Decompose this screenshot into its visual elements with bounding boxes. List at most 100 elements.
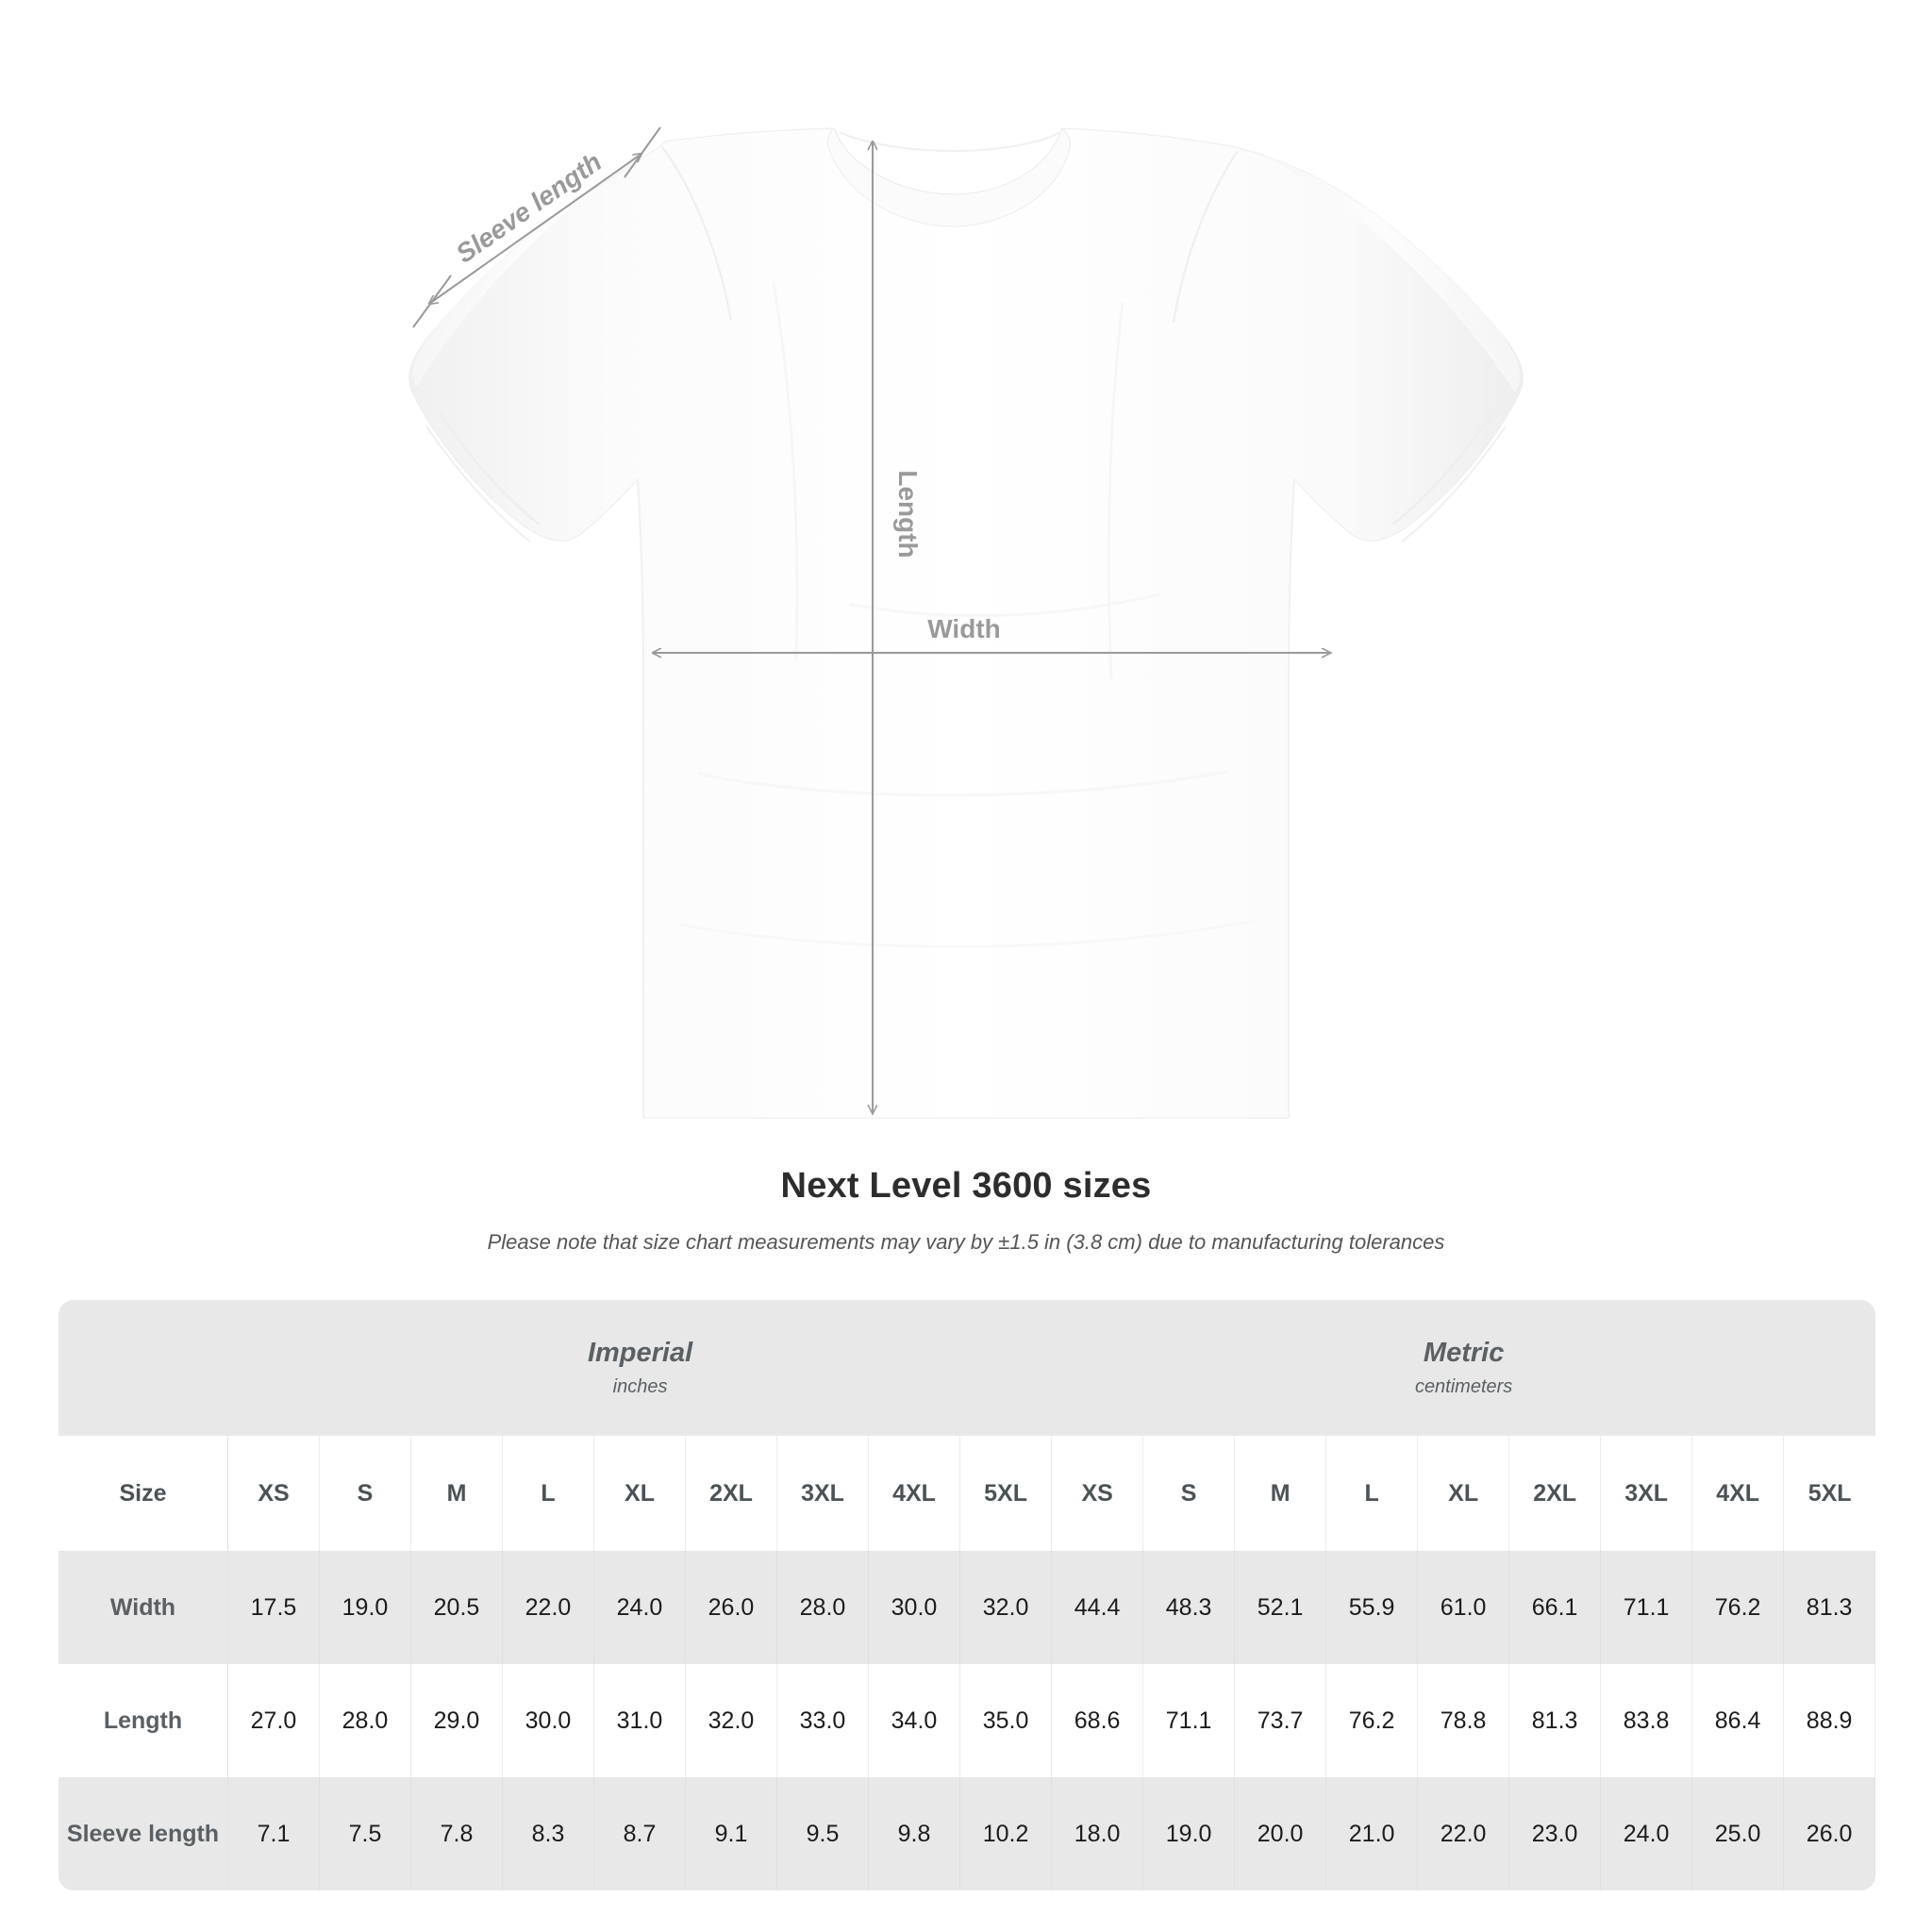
table-row: Length 27.0 28.0 29.0 30.0 31.0 32.0 33.0 34.0 35… <box>58 1664 1876 1777</box>
measurement-cell: 76.2 <box>1326 1664 1419 1777</box>
measurement-cell: 20.5 <box>411 1551 503 1664</box>
size-header-cell: XS <box>1052 1436 1144 1551</box>
size-header-cell: S <box>1143 1436 1236 1551</box>
size-header-cell: M <box>1235 1436 1327 1551</box>
measurement-cell: 71.1 <box>1601 1551 1693 1664</box>
tshirt-measurement-diagram: Sleeve length Length Width <box>408 126 1524 1119</box>
unit-subname: inches <box>612 1376 668 1398</box>
size-header-cell: 5XL <box>1784 1436 1876 1551</box>
measurement-cell: 88.9 <box>1784 1664 1876 1777</box>
measurement-cell: 66.1 <box>1509 1551 1602 1664</box>
measurement-cell: 24.0 <box>594 1551 686 1664</box>
measurement-cell: 33.0 <box>777 1664 869 1777</box>
measurement-cell: 76.2 <box>1692 1551 1785 1664</box>
measurement-cell: 24.0 <box>1601 1777 1693 1890</box>
measurement-cell: 27.0 <box>228 1664 320 1777</box>
measurement-cell: 31.0 <box>594 1664 686 1777</box>
measurement-cell: 7.8 <box>411 1777 503 1890</box>
unit-name: Imperial <box>587 1337 693 1368</box>
measurement-cell: 32.0 <box>960 1551 1053 1664</box>
size-header-cell: 4XL <box>869 1436 960 1551</box>
measurement-cell: 48.3 <box>1143 1551 1236 1664</box>
page-title: Next Level 3600 sizes <box>780 1166 1152 1206</box>
measurement-cell: 9.8 <box>869 1777 960 1890</box>
measurement-cell: 18.0 <box>1052 1777 1144 1890</box>
size-header-cell: 3XL <box>1601 1436 1693 1551</box>
size-header-cell: L <box>503 1436 594 1551</box>
measurement-cell: 9.5 <box>777 1777 869 1890</box>
size-header-cell: 5XL <box>960 1436 1053 1551</box>
measurement-cell: 44.4 <box>1052 1551 1144 1664</box>
measurement-cell: 73.7 <box>1235 1664 1327 1777</box>
length-label: Length <box>893 470 923 558</box>
measurement-cell: 7.5 <box>320 1777 411 1890</box>
size-header-cell: XL <box>594 1436 686 1551</box>
measurement-cell: 55.9 <box>1326 1551 1419 1664</box>
measurement-cell: 81.3 <box>1784 1551 1876 1664</box>
measurement-cell: 25.0 <box>1692 1777 1785 1890</box>
measurement-cell: 35.0 <box>960 1664 1053 1777</box>
unit-header-imperial: Imperial inches <box>228 1300 1053 1436</box>
measurement-cell: 29.0 <box>411 1664 503 1777</box>
unit-header-metric: Metric centimeters <box>1052 1300 1876 1436</box>
measurement-cell: 26.0 <box>1784 1777 1876 1890</box>
chart-header: Next Level 3600 sizes Please note that s… <box>0 1165 1932 1256</box>
measurement-cell: 71.1 <box>1143 1664 1236 1777</box>
table-row: Width 17.5 19.0 20.5 22.0 24.0 26.0 28.0 30.0 32.… <box>58 1551 1876 1664</box>
unit-row-corner-spacer <box>58 1300 228 1436</box>
measurement-cell: 61.0 <box>1418 1551 1510 1664</box>
measurement-cell: 10.2 <box>960 1777 1053 1890</box>
length-dimension: Length <box>873 142 923 1113</box>
measurement-cell: 20.0 <box>1235 1777 1327 1890</box>
measurement-cell: 34.0 <box>869 1664 960 1777</box>
tshirt-illustration: Sleeve length Length Width <box>408 126 1524 1119</box>
measurement-cell: 68.6 <box>1052 1664 1144 1777</box>
size-header-cell: S <box>320 1436 411 1551</box>
unit-header-row: Imperial inches Metric centimeters <box>58 1300 1876 1436</box>
size-header-cell: 2XL <box>1509 1436 1602 1551</box>
size-header-cell: M <box>411 1436 503 1551</box>
measurement-cell: 7.1 <box>228 1777 320 1890</box>
size-header-cell: 2XL <box>686 1436 777 1551</box>
size-chart-table: Imperial inches Metric centimeters Size XS S M L… <box>58 1300 1876 1890</box>
measurement-cell: 23.0 <box>1509 1777 1602 1890</box>
width-label: Width <box>927 614 1001 643</box>
measurement-row-label: Width <box>58 1551 228 1664</box>
measurement-cell: 8.7 <box>594 1777 686 1890</box>
measurement-row-label: Length <box>58 1664 228 1777</box>
measurement-cell: 30.0 <box>503 1664 594 1777</box>
measurement-cell: 17.5 <box>228 1551 320 1664</box>
table-row: Sleeve length 7.1 7.5 7.8 8.3 8.7 9.1 9.5 9.8 10.… <box>58 1777 1876 1890</box>
size-row-label: Size <box>58 1436 228 1551</box>
measurement-cell: 19.0 <box>1143 1777 1236 1890</box>
size-header-cell: 4XL <box>1692 1436 1785 1551</box>
measurement-cell: 30.0 <box>869 1551 960 1664</box>
measurement-cell: 81.3 <box>1509 1664 1602 1777</box>
measurement-cell: 52.1 <box>1235 1551 1327 1664</box>
measurement-cell: 22.0 <box>1418 1777 1510 1890</box>
measurement-cell: 26.0 <box>686 1551 777 1664</box>
measurement-cell: 28.0 <box>320 1664 411 1777</box>
measurement-cell: 86.4 <box>1692 1664 1785 1777</box>
size-header-cell: XS <box>228 1436 320 1551</box>
tshirt-shape <box>408 127 1524 1119</box>
size-chart-table-container: Imperial inches Metric centimeters Size XS S M L… <box>58 1300 1876 1890</box>
measurement-cell: 21.0 <box>1326 1777 1419 1890</box>
measurement-row-label: Sleeve length <box>58 1777 228 1890</box>
unit-name: Metric <box>1423 1337 1505 1368</box>
size-header-row: Size XS S M L XL 2XL 3XL 4XL 5XL XS S M L XL 2XL 3XL 4XL 5… <box>58 1436 1876 1551</box>
size-header-cell: L <box>1326 1436 1419 1551</box>
measurement-cell: 9.1 <box>686 1777 777 1890</box>
measurement-cell: 8.3 <box>503 1777 594 1890</box>
measurement-cell: 22.0 <box>503 1551 594 1664</box>
size-header-cell: 3XL <box>777 1436 869 1551</box>
width-dimension: Width <box>653 614 1330 653</box>
measurement-cell: 32.0 <box>686 1664 777 1777</box>
size-header-cell: XL <box>1418 1436 1510 1551</box>
measurement-cell: 19.0 <box>320 1551 411 1664</box>
tolerance-note: Please note that size chart measurements… <box>487 1229 1445 1254</box>
measurement-cell: 78.8 <box>1418 1664 1510 1777</box>
measurement-cell: 83.8 <box>1601 1664 1693 1777</box>
unit-subname: centimeters <box>1414 1376 1513 1398</box>
measurement-cell: 28.0 <box>777 1551 869 1664</box>
